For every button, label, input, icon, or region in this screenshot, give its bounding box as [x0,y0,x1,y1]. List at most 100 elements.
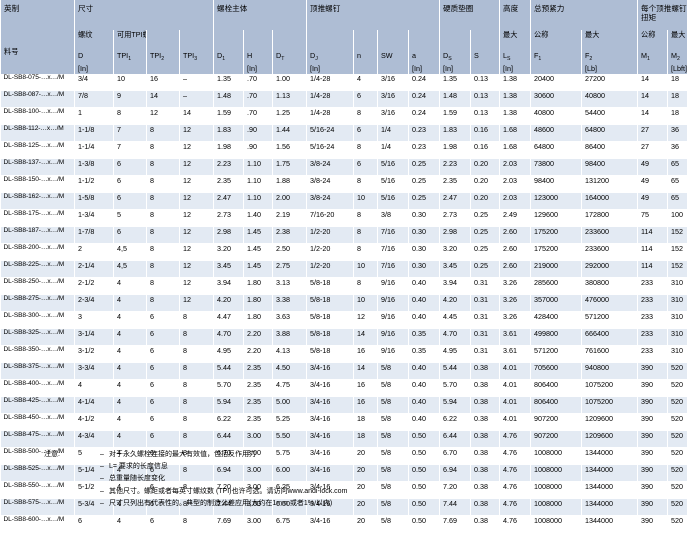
table-cell: 5/8 [378,380,409,397]
table-cell: 9/16 [378,295,409,312]
table-cell: 12 [180,125,214,142]
table-cell: 1/2-20 [307,227,354,244]
table-cell: 0.40 [409,295,440,312]
table-cell: 292000 [582,261,638,278]
column-header-symbol: M1 [641,42,665,63]
table-cell: 2.75 [273,261,307,278]
table-cell: 520 [668,431,687,448]
column-header-0: 料号 [1,30,75,74]
table-cell: 219000 [531,261,582,278]
table-cell: 6 [114,176,147,193]
table-cell: 1075200 [582,380,638,397]
table-cell: 2.03 [500,193,531,210]
table-cell: 8 [147,244,180,261]
table-cell: 1 [75,108,114,125]
table-cell: 310 [668,346,687,363]
note-dash-icon: – [100,486,109,498]
table-cell: 666400 [582,329,638,346]
table-cell: 2.60 [500,261,531,278]
table-cell: 18 [354,431,378,448]
column-header-symbol: DT [276,42,304,63]
column-header-cn [276,30,304,42]
table-cell: 0.31 [471,312,500,329]
table-cell: 1.10 [244,193,273,210]
table-cell: 4-1/2 [75,414,114,431]
table-cell: 233 [638,278,668,295]
table-cell: 54400 [582,108,638,125]
cell-part-number: DL-SB8-200-…x…/M [1,244,75,261]
table-cell: 8 [180,397,214,414]
table-cell: 4.70 [440,329,471,346]
column-header-symbol: D [78,42,111,63]
table-cell: 428400 [531,312,582,329]
column-header-cn [150,30,177,42]
table-cell: 476000 [582,295,638,312]
cell-part-number: DL-SB8-425-…x…/M [1,397,75,414]
table-cell: 0.38 [471,414,500,431]
table-cell: 0.40 [409,278,440,295]
cell-part-number: DL-SB8-275-…x…/M [1,295,75,312]
table-cell: 40800 [582,91,638,108]
table-cell: 3.94 [214,278,244,295]
table-cell: 285600 [531,278,582,295]
column-header-7: DT [273,30,307,74]
table-cell: 3/8-24 [307,193,354,210]
table-cell: 0.40 [409,380,440,397]
table-cell: 1/4 [378,125,409,142]
table-cell: 390 [638,516,668,533]
table-cell: 0.25 [409,193,440,210]
column-header-6: H[In] [244,30,273,74]
table-cell: 3/8-24 [307,176,354,193]
table-cell: 6 [147,346,180,363]
cell-part-number: DL-SB8-350-…x…/M [1,346,75,363]
table-cell: 390 [638,414,668,431]
note-text: 尺寸只列出有代表性的。典型的制造公差应用(大约在1mm 或者1% 以内) [109,500,332,507]
table-cell: 1.13 [273,91,307,108]
table-cell: 1.88 [273,176,307,193]
table-cell: 3/8 [378,210,409,227]
table-cell: 4 [114,431,147,448]
cell-part-number: DL-SB8-250-…x…/M [1,278,75,295]
table-cell: 4.20 [214,295,244,312]
table-cell: 48600 [531,125,582,142]
table-cell: 18 [354,414,378,431]
table-cell: 2.23 [214,159,244,176]
table-cell: 8 [180,380,214,397]
column-header-cn: 最大 [503,30,528,42]
column-header-symbol: SW [381,42,406,63]
column-header-12: DS[In] [440,30,471,74]
column-header-13: S [471,30,500,74]
column-header-unit: [In] [412,65,422,73]
column-header-subscript: 1 [222,56,225,62]
table-cell: 3/8-24 [307,159,354,176]
table-cell: 8 [180,312,214,329]
table-cell: 0.23 [409,125,440,142]
table-cell: 4 [114,516,147,533]
table-cell: 8 [354,142,378,159]
table-cell: 3/16 [378,108,409,125]
table-head: 英制尺寸螺栓主体顶推螺钉硬质垫圈高度总预紧力每个顶推螺钉的扭矩 料号螺纹D[In… [1,0,687,74]
table-cell: 3.63 [273,312,307,329]
table-cell: 3.00 [244,431,273,448]
table-cell: 2.98 [214,227,244,244]
table-cell: 64800 [531,142,582,159]
table-cell: 4.13 [273,346,307,363]
table-cell: 9/16 [378,329,409,346]
table-cell: 6.44 [214,431,244,448]
table-cell: 4-1/4 [75,397,114,414]
table-cell: 4 [114,329,147,346]
table-cell: 3/4-16 [307,380,354,397]
cell-part-number: DL-SB8-475-…x…/M [1,431,75,448]
table-cell: 4 [114,278,147,295]
table-cell: 1.25 [273,108,307,125]
table-cell: 14 [354,363,378,380]
table-cell: 12 [354,312,378,329]
table-cell: 0.25 [471,244,500,261]
column-header-subscript: S [507,56,510,62]
column-header-symbol: DS [443,42,468,63]
table-cell: 2.60 [500,244,531,261]
